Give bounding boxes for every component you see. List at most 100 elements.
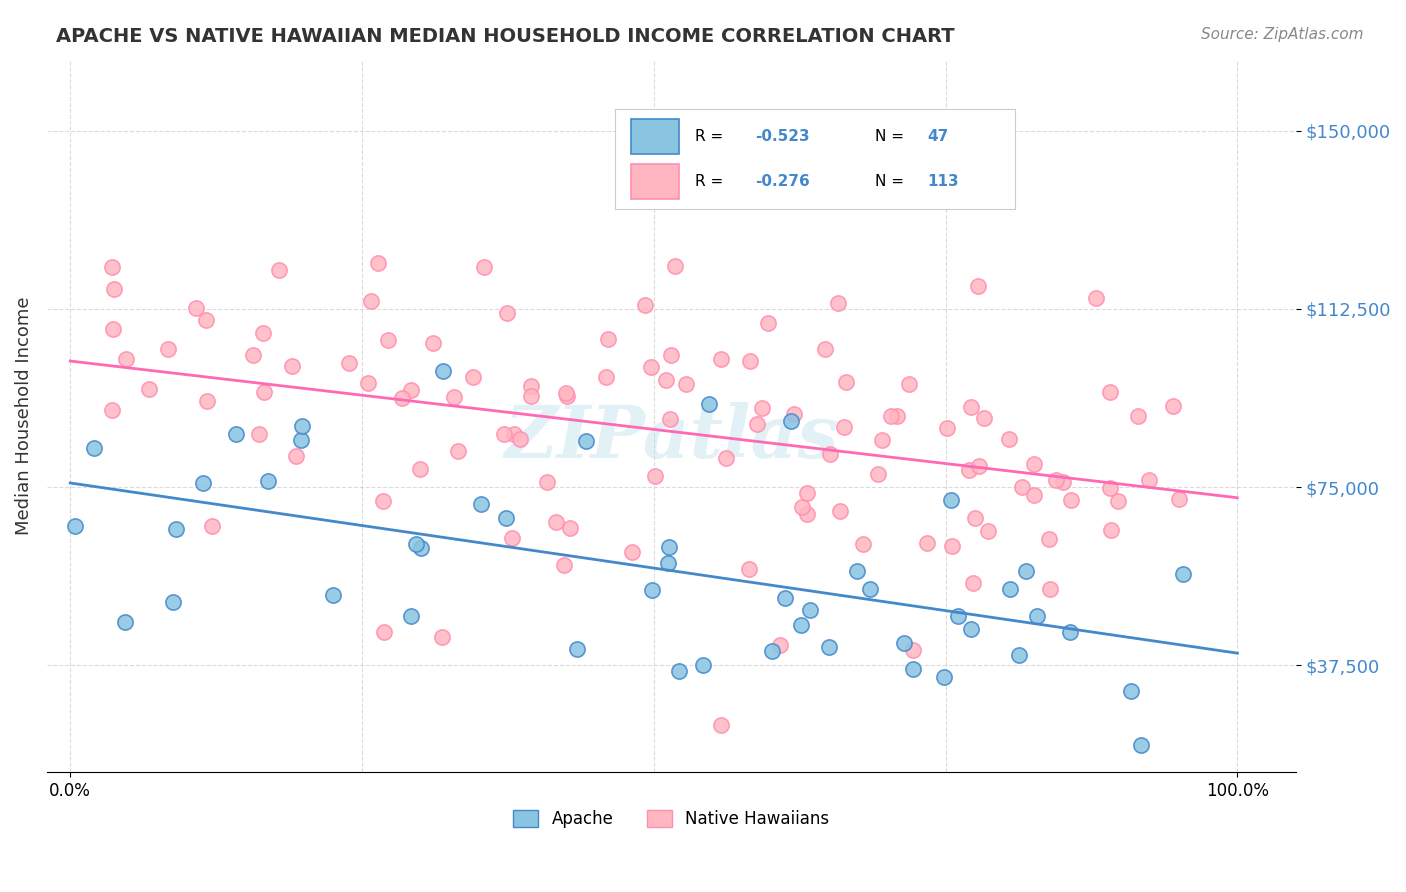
Legend: Apache, Native Hawaiians: Apache, Native Hawaiians [506,804,837,835]
Apache [859,582,882,596]
Apache [399,609,422,624]
Native Hawaiians [790,500,813,514]
Native Hawaiians [1024,458,1046,472]
Native Hawaiians [814,343,837,357]
Apache [83,442,105,456]
Text: Source: ZipAtlas.com: Source: ZipAtlas.com [1201,27,1364,42]
Apache [998,582,1021,597]
Native Hawaiians [751,401,773,415]
Native Hawaiians [184,301,207,315]
Apache [699,397,721,411]
Native Hawaiians [796,507,818,521]
Native Hawaiians [957,463,980,477]
Native Hawaiians [965,511,987,525]
Native Hawaiians [997,432,1019,446]
Native Hawaiians [252,385,274,400]
Native Hawaiians [520,378,543,392]
Text: ZIPatlas: ZIPatlas [505,401,838,473]
Native Hawaiians [1060,493,1083,508]
Apache [114,615,136,629]
Native Hawaiians [880,409,903,423]
Native Hawaiians [655,373,678,387]
Native Hawaiians [917,535,939,549]
Native Hawaiians [242,348,264,362]
Y-axis label: Median Household Income: Median Household Income [15,296,32,535]
Native Hawaiians [115,351,138,366]
Native Hawaiians [501,531,523,545]
Apache [565,642,588,657]
Native Hawaiians [675,376,697,391]
Native Hawaiians [959,401,981,415]
Native Hawaiians [101,322,124,336]
Apache [193,475,215,490]
Native Hawaiians [898,376,921,391]
Native Hawaiians [544,515,567,529]
Native Hawaiians [247,426,270,441]
Native Hawaiians [644,469,666,483]
Apache [165,522,187,536]
Native Hawaiians [520,389,543,403]
Native Hawaiians [553,558,575,572]
Native Hawaiians [408,462,430,476]
Native Hawaiians [377,333,399,347]
Native Hawaiians [373,624,395,639]
Apache [432,364,454,378]
Native Hawaiians [977,524,1000,539]
Native Hawaiians [492,427,515,442]
Apache [1008,648,1031,663]
Native Hawaiians [391,391,413,405]
Native Hawaiians [818,447,841,461]
Native Hawaiians [461,370,484,384]
Native Hawaiians [1107,494,1129,508]
Apache [641,582,664,597]
Apache [780,414,803,428]
Apache [1130,738,1153,752]
Apache [1059,624,1081,639]
Apache [256,475,278,489]
Native Hawaiians [870,433,893,447]
Native Hawaiians [201,519,224,533]
Native Hawaiians [280,359,302,373]
Native Hawaiians [973,411,995,425]
Apache [658,540,681,554]
Native Hawaiians [903,643,925,657]
Native Hawaiians [967,278,990,293]
Native Hawaiians [595,370,617,384]
Native Hawaiians [796,486,818,500]
Apache [322,588,344,602]
Native Hawaiians [101,260,124,274]
Apache [790,618,813,632]
Native Hawaiians [1161,399,1184,413]
Native Hawaiians [472,260,495,275]
Apache [495,511,517,525]
Native Hawaiians [1167,492,1189,507]
Native Hawaiians [339,356,361,370]
Apache [1171,567,1194,582]
Native Hawaiians [1039,582,1062,597]
Native Hawaiians [835,375,858,389]
Native Hawaiians [1038,532,1060,546]
Native Hawaiians [664,259,686,273]
Native Hawaiians [373,494,395,508]
Native Hawaiians [634,298,657,312]
Apache [162,595,184,609]
Apache [1015,564,1038,578]
Native Hawaiians [941,540,963,554]
Native Hawaiians [495,305,517,319]
Native Hawaiians [100,403,122,417]
Native Hawaiians [738,354,761,368]
Native Hawaiians [1084,291,1107,305]
Apache [893,636,915,650]
Native Hawaiians [356,376,378,390]
Native Hawaiians [502,426,524,441]
Native Hawaiians [710,351,733,366]
Native Hawaiians [783,407,806,421]
Native Hawaiians [555,389,578,403]
Apache [946,609,969,624]
Native Hawaiians [103,282,125,296]
Native Hawaiians [962,575,984,590]
Native Hawaiians [756,316,779,330]
Native Hawaiians [1022,488,1045,502]
Native Hawaiians [367,256,389,270]
Native Hawaiians [828,504,851,518]
